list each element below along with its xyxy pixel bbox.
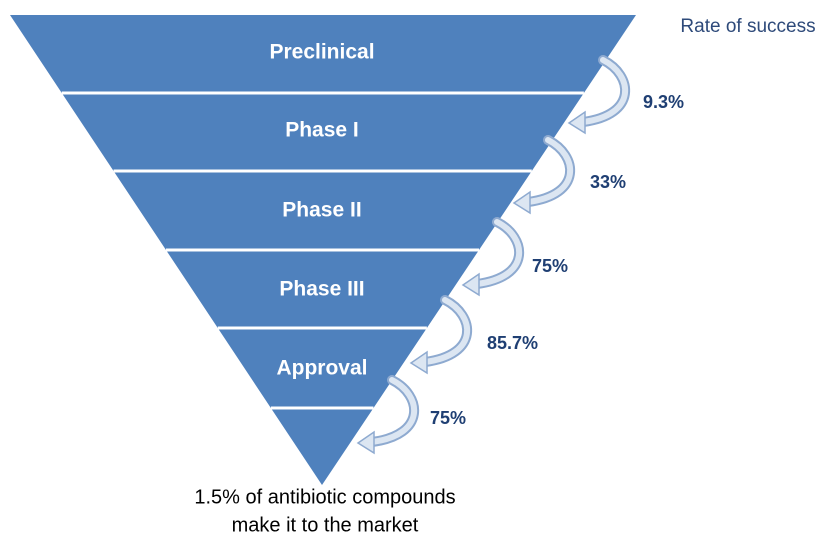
rate-arrowhead (461, 272, 480, 297)
stage-label: Phase III (279, 278, 364, 301)
rate-arrow (474, 219, 522, 287)
rate-arrow (580, 57, 628, 125)
rate-arrowhead (409, 350, 428, 375)
rate-arrowhead (356, 430, 375, 455)
rate-label: 9.3% (643, 92, 684, 112)
stage-label: Phase I (285, 119, 359, 142)
rate-label: 75% (430, 408, 466, 428)
footer-line: make it to the market (232, 514, 419, 536)
stage-label: Approval (276, 357, 367, 380)
footer-line: 1.5% of antibiotic compounds (194, 486, 455, 508)
rate-arrowhead (567, 110, 586, 135)
rate-label: 85.7% (487, 333, 538, 353)
rate-label: 33% (590, 172, 626, 192)
rate-arrow (525, 137, 573, 205)
stage-label: Phase II (282, 199, 361, 222)
rate-heading: Rate of success (680, 16, 815, 37)
rate-arrow (369, 377, 417, 445)
rate-arrow (422, 297, 470, 365)
rate-arrowhead (512, 190, 531, 215)
rate-label: 75% (532, 256, 568, 276)
stage-label: Preclinical (269, 41, 374, 64)
